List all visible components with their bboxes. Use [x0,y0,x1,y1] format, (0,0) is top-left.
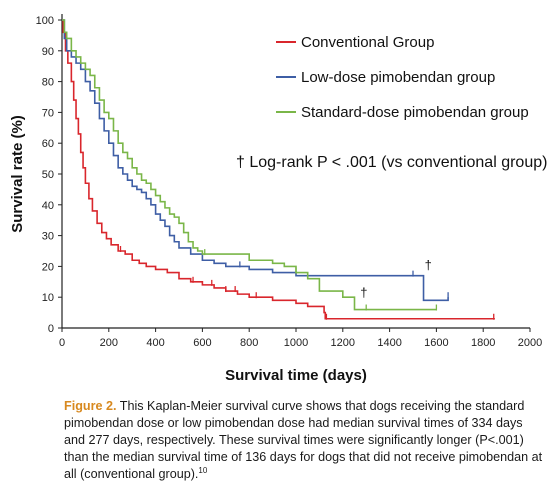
x-tick-label: 200 [100,337,118,349]
y-tick-label: 30 [42,231,54,243]
dagger-mark: † [360,285,367,300]
x-tick-label: 800 [240,337,258,349]
x-tick-label: 1200 [331,337,355,349]
series-line-standarddose [62,19,437,311]
series-line-conventional [62,19,495,320]
survival-chart: 0 10 20 30 40 50 60 70 80 90 100 0 200 400 600 800 1000 1… [9,14,547,384]
y-tick-label: 100 [36,15,54,27]
series-line-lowdose [62,19,449,302]
legend-label-lowdose: Low-dose pimobendan group [301,69,495,86]
x-tick-label: 600 [193,337,211,349]
x-tick-label: 400 [146,337,164,349]
y-tick-label: 80 [42,77,54,89]
x-tick-label: 1400 [377,337,401,349]
y-tick-label: 50 [42,169,54,181]
y-tick-label: 20 [42,261,54,273]
y-tick-label: 90 [42,46,54,58]
logrank-annotation: † Log-rank P < .001 (vs conventional gro… [236,154,547,171]
figure-caption: Figure 2. This Kaplan-Meier survival cur… [64,398,544,483]
x-tick-label: 2000 [518,337,542,349]
y-tick-label: 0 [48,323,54,335]
x-axis-label: Survival time (days) [225,367,367,384]
x-tick-label: 1000 [284,337,308,349]
caption-text: This Kaplan-Meier survival curve shows t… [64,399,543,481]
legend-label-conventional: Conventional Group [301,34,434,51]
x-tick-label: 1800 [471,337,495,349]
y-tick-label: 60 [42,138,54,150]
legend-label-standarddose: Standard-dose pimobendan group [301,104,529,121]
y-tick-label: 10 [42,292,54,304]
figure-label: Figure 2. [64,399,117,413]
x-tick-label: 1600 [424,337,448,349]
caption-reference: 10 [198,465,208,475]
y-tick-label: 40 [42,200,54,212]
x-tick-label: 0 [59,337,65,349]
y-tick-label: 70 [42,107,54,119]
dagger-mark: † [425,257,432,272]
y-axis-label: Survival rate (%) [9,115,26,233]
